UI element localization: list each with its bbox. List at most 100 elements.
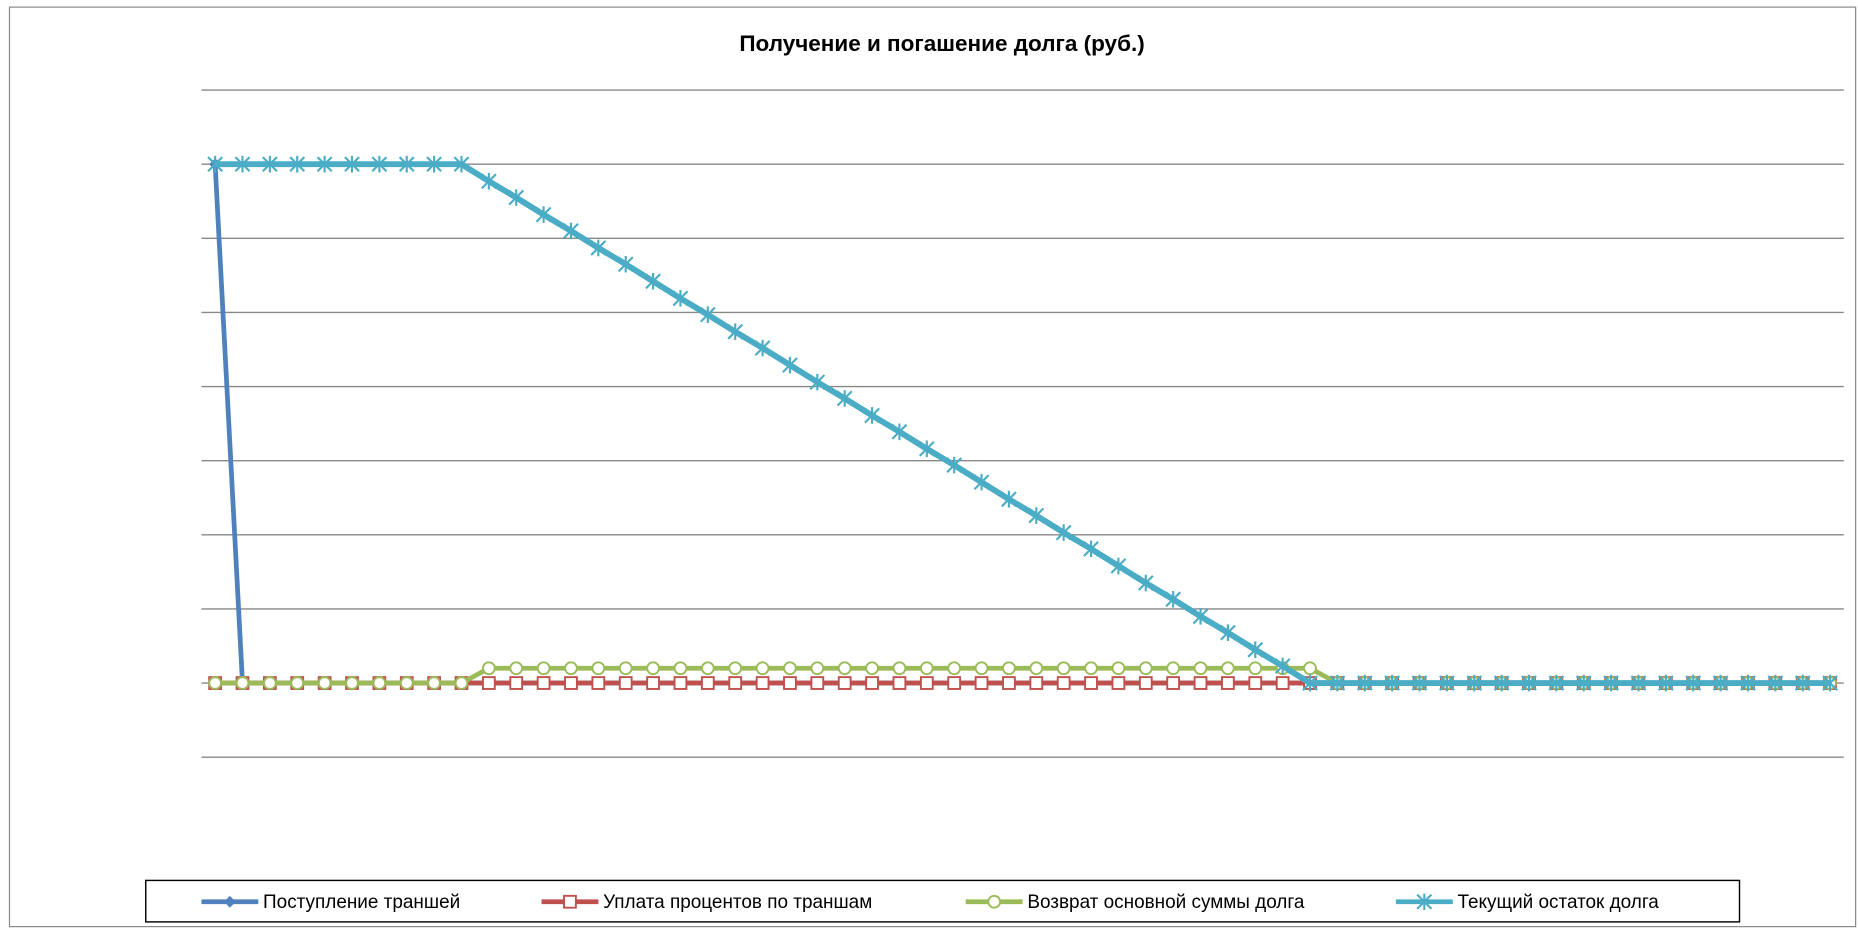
marker bbox=[289, 155, 306, 173]
marker bbox=[809, 373, 826, 391]
marker-shape bbox=[1247, 641, 1264, 658]
marker-shape bbox=[1548, 674, 1565, 692]
marker-shape bbox=[673, 676, 688, 690]
marker-shape bbox=[262, 676, 277, 690]
marker-shape bbox=[728, 661, 743, 676]
marker-shape bbox=[891, 423, 908, 441]
marker bbox=[947, 661, 962, 676]
marker-shape bbox=[946, 456, 963, 474]
marker bbox=[974, 676, 989, 690]
marker-shape bbox=[591, 676, 606, 690]
marker-shape bbox=[481, 661, 496, 676]
marker bbox=[1466, 674, 1483, 692]
legend-marker bbox=[1416, 893, 1433, 911]
marker bbox=[728, 676, 743, 690]
marker bbox=[208, 676, 223, 690]
marker-shape bbox=[372, 676, 387, 690]
marker bbox=[399, 676, 414, 690]
marker bbox=[1221, 661, 1235, 676]
marker-shape bbox=[727, 323, 744, 340]
marker-shape bbox=[1165, 591, 1182, 608]
marker-shape bbox=[1111, 661, 1126, 676]
marker-shape bbox=[1685, 674, 1702, 692]
chart-frame bbox=[8, 6, 1857, 928]
marker bbox=[535, 206, 552, 223]
marker bbox=[262, 676, 277, 690]
marker bbox=[1657, 674, 1674, 692]
marker-shape bbox=[974, 676, 989, 690]
chart-title: Получение и погашение долга (руб.) bbox=[739, 31, 1144, 56]
marker-shape bbox=[1794, 674, 1811, 692]
marker bbox=[1028, 507, 1045, 524]
marker bbox=[1111, 676, 1126, 690]
marker-shape bbox=[837, 661, 852, 676]
marker bbox=[1138, 661, 1153, 676]
marker bbox=[1439, 674, 1455, 692]
marker bbox=[837, 661, 852, 676]
marker-shape bbox=[316, 155, 333, 173]
marker-shape bbox=[480, 172, 497, 190]
marker bbox=[262, 155, 278, 173]
marker bbox=[1411, 674, 1428, 692]
legend-label: Возврат основной суммы долга bbox=[1027, 892, 1305, 913]
marker-shape bbox=[1056, 661, 1071, 676]
marker-shape bbox=[1416, 893, 1433, 911]
marker-shape bbox=[1302, 674, 1318, 692]
marker-shape bbox=[1028, 507, 1045, 524]
marker bbox=[1575, 674, 1592, 692]
marker bbox=[810, 676, 825, 690]
marker bbox=[646, 676, 660, 690]
marker bbox=[1303, 661, 1317, 676]
marker-shape bbox=[1575, 674, 1592, 692]
marker bbox=[782, 356, 798, 374]
marker-shape bbox=[810, 661, 825, 676]
marker-shape bbox=[1084, 676, 1098, 690]
marker-shape bbox=[755, 676, 770, 690]
marker-shape bbox=[207, 155, 223, 173]
marker-shape bbox=[892, 661, 907, 676]
marker-shape bbox=[1274, 657, 1291, 675]
marker bbox=[1712, 674, 1729, 692]
marker bbox=[345, 676, 359, 690]
marker-shape bbox=[536, 676, 551, 690]
marker bbox=[536, 661, 551, 676]
marker-shape bbox=[289, 155, 306, 173]
marker-shape bbox=[234, 155, 251, 173]
marker-shape bbox=[645, 273, 661, 290]
marker bbox=[919, 676, 934, 690]
marker-shape bbox=[1411, 674, 1428, 692]
marker-shape bbox=[1439, 674, 1455, 692]
marker-shape bbox=[809, 373, 826, 391]
legend-marker bbox=[987, 894, 1002, 909]
marker-shape bbox=[427, 676, 441, 690]
marker-shape bbox=[1248, 661, 1263, 676]
marker-shape bbox=[1110, 557, 1127, 575]
marker-shape bbox=[865, 661, 879, 676]
marker-shape bbox=[1329, 674, 1346, 692]
marker bbox=[1192, 608, 1209, 625]
legend-label: Текущий остаток долга bbox=[1457, 892, 1659, 913]
marker bbox=[481, 676, 496, 690]
marker bbox=[1029, 676, 1044, 690]
marker-shape bbox=[1002, 661, 1016, 676]
marker bbox=[618, 661, 633, 676]
marker-shape bbox=[1002, 676, 1016, 690]
marker-shape bbox=[1822, 674, 1838, 692]
marker-shape bbox=[1084, 661, 1098, 676]
marker bbox=[727, 323, 744, 340]
marker bbox=[1274, 657, 1291, 675]
marker-shape bbox=[344, 155, 360, 173]
marker-shape bbox=[782, 356, 798, 374]
marker bbox=[427, 676, 441, 690]
marker-shape bbox=[646, 661, 660, 676]
marker-shape bbox=[371, 155, 388, 173]
marker-shape bbox=[1138, 676, 1153, 690]
marker-shape bbox=[672, 290, 689, 307]
marker-shape bbox=[481, 676, 496, 690]
marker-shape bbox=[864, 407, 880, 424]
marker bbox=[1002, 661, 1016, 676]
marker-shape bbox=[1111, 676, 1126, 690]
marker bbox=[755, 661, 770, 676]
marker-shape bbox=[1220, 624, 1236, 641]
marker-shape bbox=[398, 155, 415, 173]
